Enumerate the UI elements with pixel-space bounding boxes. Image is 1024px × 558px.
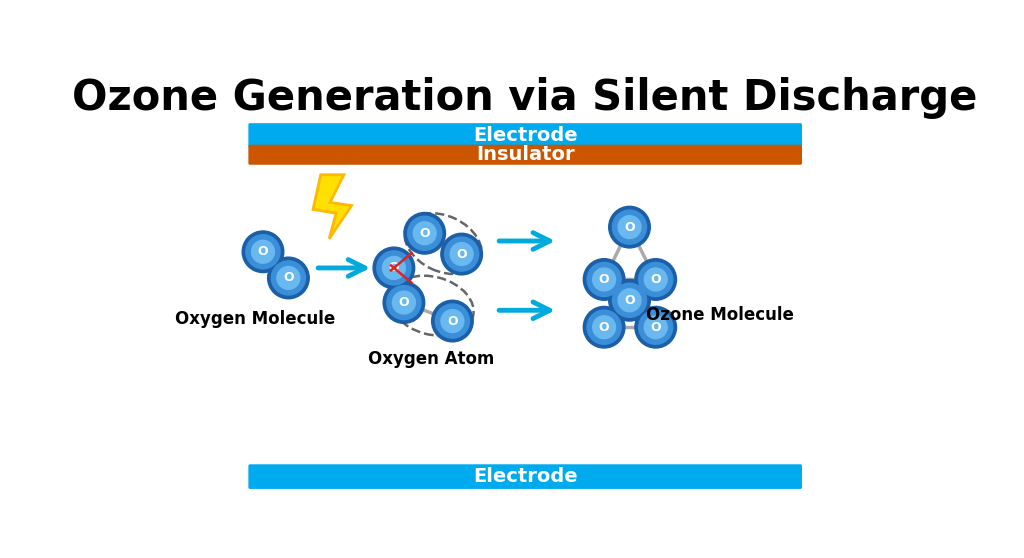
Text: Electrode: Electrode <box>473 126 578 145</box>
Text: Oxygen Atom: Oxygen Atom <box>368 350 494 368</box>
Text: Ozone Generation via Silent Discharge: Ozone Generation via Silent Discharge <box>72 77 978 119</box>
Text: O: O <box>388 262 399 275</box>
FancyBboxPatch shape <box>249 145 802 165</box>
Polygon shape <box>313 175 351 239</box>
Text: O: O <box>650 273 662 286</box>
Circle shape <box>383 282 425 324</box>
FancyBboxPatch shape <box>249 464 802 489</box>
Circle shape <box>612 210 646 244</box>
Circle shape <box>432 300 473 342</box>
Text: O: O <box>625 220 635 234</box>
Circle shape <box>635 306 677 348</box>
Text: O: O <box>625 294 635 307</box>
Text: O: O <box>258 246 268 258</box>
Circle shape <box>243 231 284 272</box>
Circle shape <box>608 280 650 321</box>
Circle shape <box>584 259 625 300</box>
Circle shape <box>271 261 305 295</box>
Text: O: O <box>650 321 662 334</box>
Text: O: O <box>457 248 467 261</box>
Text: O: O <box>599 321 609 334</box>
Circle shape <box>246 235 280 269</box>
Circle shape <box>435 304 469 338</box>
Text: O: O <box>447 315 458 328</box>
Circle shape <box>392 291 416 314</box>
Circle shape <box>267 257 309 299</box>
Circle shape <box>639 310 673 344</box>
Circle shape <box>612 283 646 318</box>
Text: Ozone Molecule: Ozone Molecule <box>646 306 795 324</box>
Circle shape <box>441 233 482 275</box>
Circle shape <box>444 237 478 271</box>
Text: Insulator: Insulator <box>476 145 574 164</box>
Circle shape <box>441 310 464 333</box>
Circle shape <box>618 216 641 239</box>
Circle shape <box>252 240 274 263</box>
Circle shape <box>408 217 441 251</box>
Circle shape <box>377 251 411 285</box>
Circle shape <box>593 316 615 339</box>
Circle shape <box>276 267 300 290</box>
Circle shape <box>593 268 615 291</box>
Text: Oxygen Molecule: Oxygen Molecule <box>175 310 336 328</box>
Circle shape <box>587 310 622 344</box>
FancyBboxPatch shape <box>249 123 802 148</box>
Text: O: O <box>283 271 294 285</box>
Circle shape <box>639 262 673 296</box>
Circle shape <box>635 259 677 300</box>
Text: O: O <box>398 296 410 309</box>
Circle shape <box>644 316 667 339</box>
Circle shape <box>618 289 641 312</box>
Text: O: O <box>420 227 430 240</box>
Circle shape <box>608 206 650 248</box>
Circle shape <box>644 268 667 291</box>
Circle shape <box>414 222 436 245</box>
Circle shape <box>403 213 445 254</box>
Text: O: O <box>599 273 609 286</box>
Circle shape <box>387 286 421 320</box>
Circle shape <box>587 262 622 296</box>
Circle shape <box>373 247 415 288</box>
Circle shape <box>383 257 406 280</box>
Text: Electrode: Electrode <box>473 467 578 486</box>
Circle shape <box>584 306 625 348</box>
Circle shape <box>451 243 473 266</box>
